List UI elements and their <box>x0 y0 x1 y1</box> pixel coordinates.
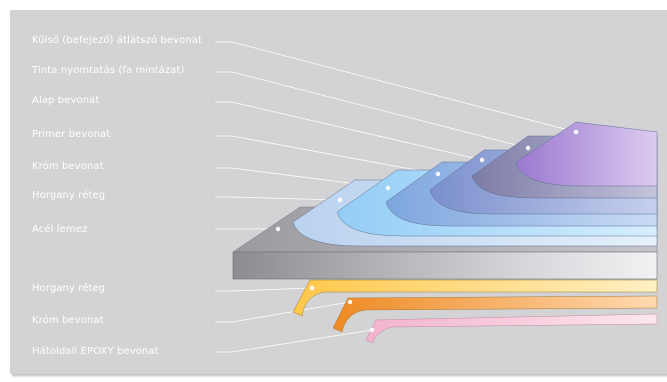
label-primer: Primer bevonat <box>32 129 111 140</box>
marker-dots <box>275 129 579 333</box>
label-back-chrome: Króm bevonat <box>32 315 104 326</box>
back-layers <box>292 279 658 344</box>
label-chrome: Króm bevonat <box>32 161 104 172</box>
label-clear-coat: Külső (befejező) átlátszó bevonat <box>32 35 202 46</box>
label-steel: Acél lemez <box>32 224 88 235</box>
panel-shadow <box>12 374 667 378</box>
label-ink-print: Tinta nyomtatás (fa mintázat) <box>32 65 185 76</box>
label-back-zinc: Horgany réteg <box>32 283 106 294</box>
top-layers <box>292 121 658 247</box>
leader-lines <box>215 41 577 353</box>
label-back-epoxy: Hátoldali EPOXY bevonat <box>32 346 159 357</box>
label-base-coat: Alap bevonat <box>32 95 100 106</box>
label-zinc: Horgany réteg <box>32 190 106 201</box>
